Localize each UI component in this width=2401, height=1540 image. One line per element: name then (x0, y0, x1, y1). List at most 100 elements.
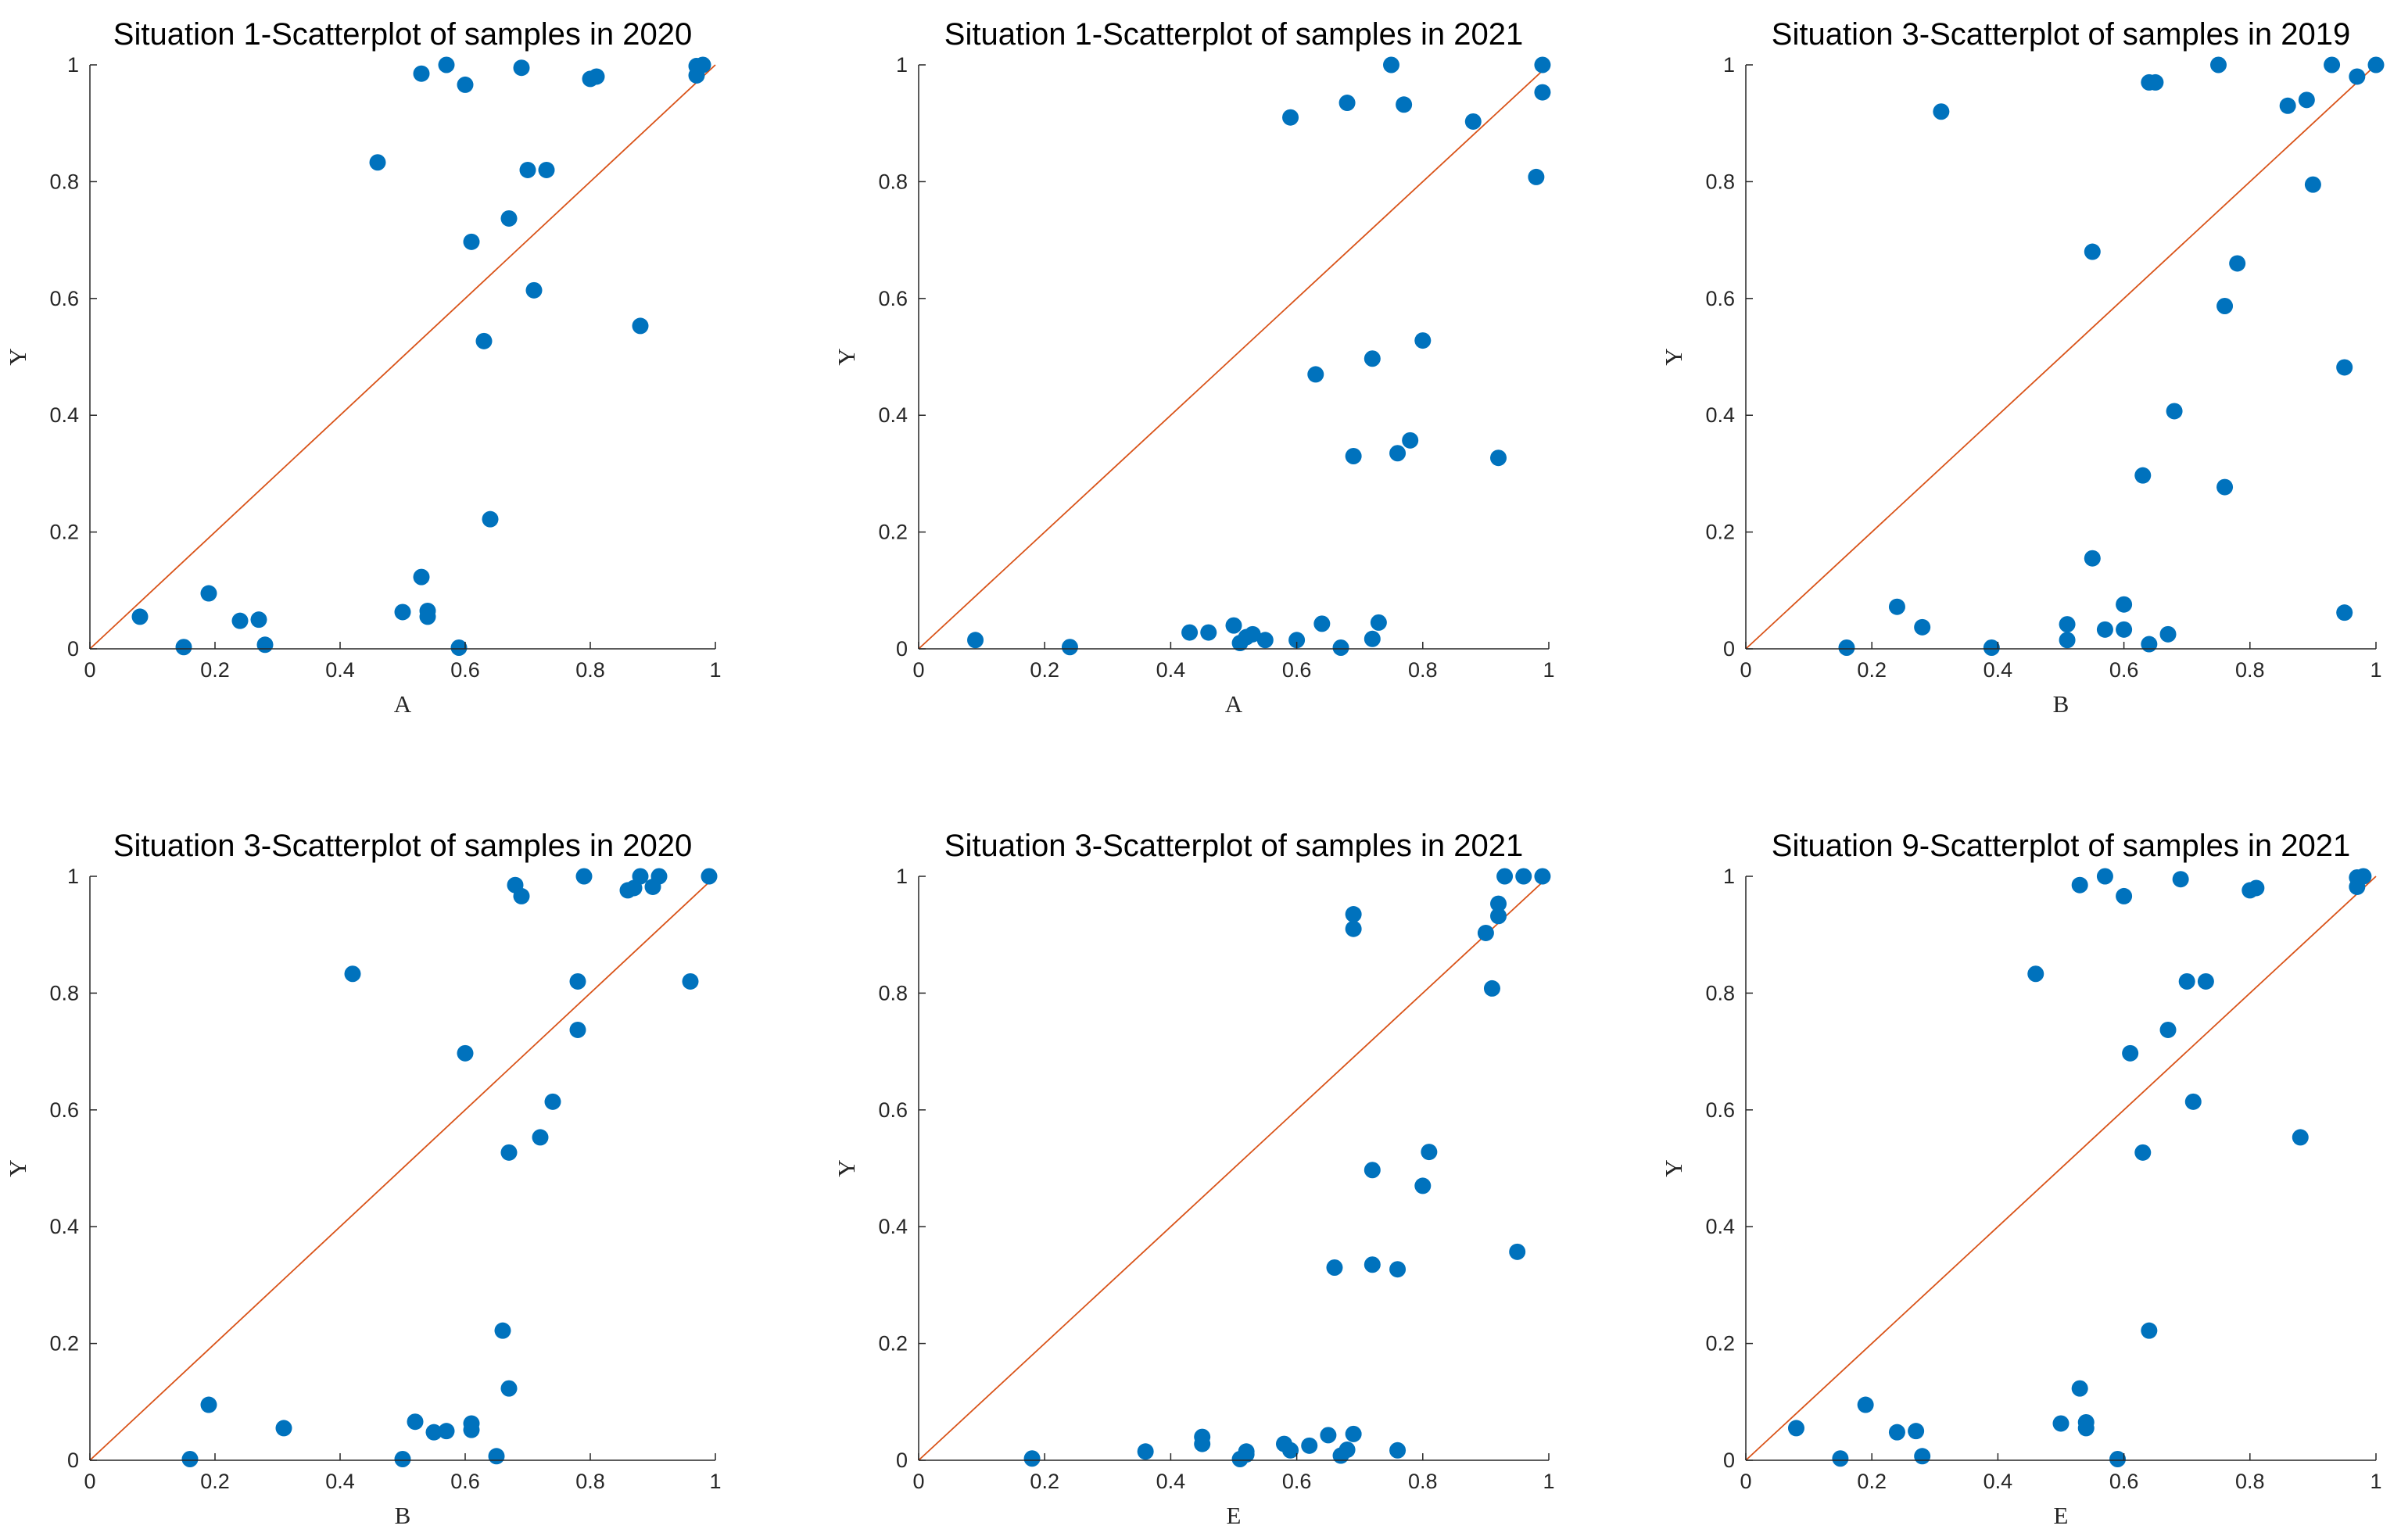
y-tick-label: 0.6 (49, 287, 79, 310)
data-point (457, 76, 474, 93)
data-point (1282, 109, 1299, 126)
data-point (2059, 616, 2076, 633)
data-point (250, 611, 267, 629)
data-point (2027, 965, 2044, 983)
data-point (1490, 908, 1507, 925)
data-point (488, 1448, 505, 1465)
data-point (2216, 298, 2234, 315)
y-tick-label: 0.2 (878, 521, 908, 544)
y-tick-label: 1 (67, 865, 79, 888)
x-axis-label: A (394, 690, 412, 718)
chart-title: Situation 1-Scatterplot of samples in 20… (113, 17, 692, 52)
data-point (2096, 868, 2113, 885)
y-axis-label: Y (4, 348, 31, 365)
y-tick-label: 0 (1723, 1449, 1735, 1472)
y-tick-label: 1 (1723, 865, 1735, 888)
data-point (1023, 1450, 1041, 1467)
data-point (394, 603, 411, 621)
x-tick-label: 1 (1543, 658, 1554, 682)
x-tick-label: 0.6 (1282, 1470, 1312, 1493)
y-axis-label: Y (833, 348, 860, 365)
data-point (532, 1129, 549, 1146)
data-point (1888, 1424, 1905, 1441)
data-point (1282, 1442, 1299, 1459)
y-tick-label: 1 (67, 53, 79, 77)
x-axis-label: A (1225, 690, 1243, 718)
data-point (569, 972, 586, 990)
data-point (2336, 359, 2353, 376)
data-point (2336, 604, 2353, 621)
chart-title: Situation 9-Scatterplot of samples in 20… (1772, 829, 2350, 863)
reference-line (1745, 876, 2377, 1461)
x-axis-label: E (1227, 1502, 1242, 1529)
data-point (2216, 478, 2234, 496)
x-tick-label: 1 (709, 658, 721, 682)
data-point (2116, 887, 2133, 904)
y-tick-label: 0 (67, 637, 79, 661)
data-point (1326, 1259, 1343, 1276)
x-tick-label: 0.4 (325, 1470, 355, 1493)
data-point (1364, 1256, 1381, 1273)
data-point (394, 1451, 411, 1468)
x-tick-label: 0.8 (575, 658, 605, 682)
x-tick-label: 0.4 (1156, 658, 1186, 682)
data-point (2184, 1093, 2202, 1110)
chart-title: Situation 3-Scatterplot of samples in 20… (113, 829, 692, 863)
x-tick-label: 0.8 (575, 1470, 605, 1493)
data-point (2084, 243, 2101, 260)
data-point (500, 210, 518, 227)
data-point (1320, 1427, 1337, 1444)
x-axis-label: B (2053, 690, 2070, 718)
x-tick-label: 0.4 (1984, 1470, 2013, 1493)
y-tick-label: 0.2 (1705, 521, 1735, 544)
reference-line (89, 876, 716, 1461)
data-point (2229, 255, 2246, 272)
data-point (967, 632, 984, 649)
data-point (1181, 624, 1199, 641)
chart-title: Situation 3-Scatterplot of samples in 20… (944, 829, 1523, 863)
data-point (1832, 1450, 1849, 1467)
x-tick-label: 0.6 (450, 658, 480, 682)
data-point (2197, 972, 2214, 990)
data-point (1483, 980, 1500, 997)
x-tick-label: 1 (709, 1470, 721, 1493)
x-tick-label: 0.2 (1030, 1470, 1059, 1493)
data-point (200, 1396, 217, 1413)
data-point (1238, 1443, 1255, 1460)
data-point (1496, 868, 1514, 885)
data-point (2159, 625, 2177, 643)
data-point (2279, 97, 2296, 114)
data-point (1383, 56, 1399, 73)
data-point (1515, 868, 1532, 885)
data-point (463, 1421, 480, 1438)
data-point (1933, 103, 1950, 120)
data-point (1364, 630, 1381, 647)
y-axis-label: Y (833, 1159, 860, 1176)
data-point (2059, 632, 2076, 649)
data-point (1888, 598, 1905, 615)
data-point (1345, 906, 1362, 923)
y-axis-label: Y (1660, 1159, 1687, 1176)
data-point (1914, 618, 1931, 636)
data-point (513, 59, 530, 77)
data-point (1838, 639, 1855, 657)
y-tick-label: 0 (896, 637, 908, 661)
data-point (632, 317, 649, 335)
reference-line (1745, 64, 2377, 650)
data-point (256, 636, 274, 654)
data-point (438, 56, 455, 73)
y-tick-label: 0.6 (49, 1098, 79, 1122)
data-point (1509, 1243, 1526, 1260)
y-tick-label: 0.4 (878, 1215, 908, 1238)
data-point (2141, 636, 2158, 653)
data-point (2096, 621, 2113, 638)
x-tick-label: 0 (84, 658, 95, 682)
x-tick-label: 0.2 (1857, 1470, 1887, 1493)
x-tick-label: 1 (2370, 1470, 2381, 1493)
scatter-panel-2: Situation 1-Scatterplot of samples in 20… (833, 17, 1555, 718)
data-point (2248, 879, 2265, 897)
data-point (1534, 868, 1551, 885)
data-point (2304, 176, 2321, 193)
x-tick-label: 0.4 (1156, 1470, 1186, 1493)
scatter-panel-3: Situation 3-Scatterplot of samples in 20… (1660, 17, 2385, 718)
